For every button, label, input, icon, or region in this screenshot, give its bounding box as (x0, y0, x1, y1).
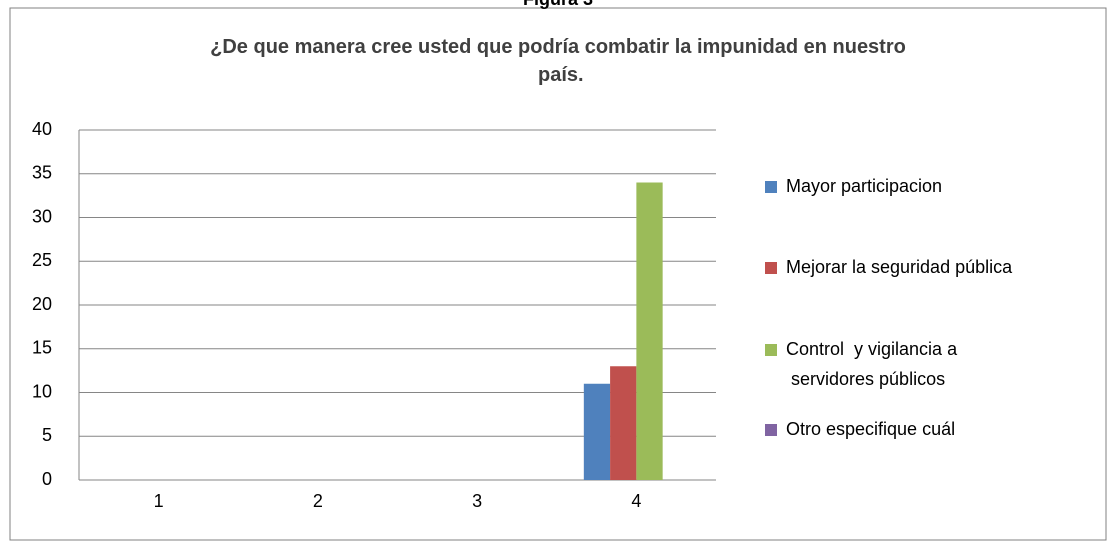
legend-label: Mejorar la seguridad pública (786, 257, 1013, 277)
y-tick-label: 30 (32, 206, 52, 226)
y-tick-label: 20 (32, 294, 52, 314)
x-tick-label: 1 (154, 491, 164, 511)
legend-label: Mayor participacion (786, 176, 942, 196)
bar (583, 383, 611, 480)
x-tick-label: 4 (631, 491, 641, 511)
legend-label: Otro especifique cuál (786, 419, 955, 439)
x-tick-label: 2 (313, 491, 323, 511)
legend-swatch (765, 262, 777, 274)
y-tick-label: 40 (32, 119, 52, 139)
y-tick-label: 10 (32, 381, 52, 401)
bar (636, 182, 663, 480)
legend-swatch (765, 344, 777, 356)
y-tick-label: 0 (42, 469, 52, 489)
y-tick-label: 5 (42, 425, 52, 445)
y-tick-label: 25 (32, 250, 52, 270)
figure-label: Figura 3 (523, 0, 593, 9)
chart-title: ¿De que manera cree usted que podría com… (210, 36, 906, 86)
y-tick-label: 15 (32, 338, 52, 358)
legend-swatch (765, 181, 777, 193)
bar (610, 366, 637, 480)
x-tick-label: 3 (472, 491, 482, 511)
legend-label: Control y vigilancia a servidores públic… (786, 339, 958, 389)
y-tick-label: 35 (32, 163, 52, 183)
legend-swatch (765, 424, 777, 436)
chart-frame (9, 7, 1107, 541)
